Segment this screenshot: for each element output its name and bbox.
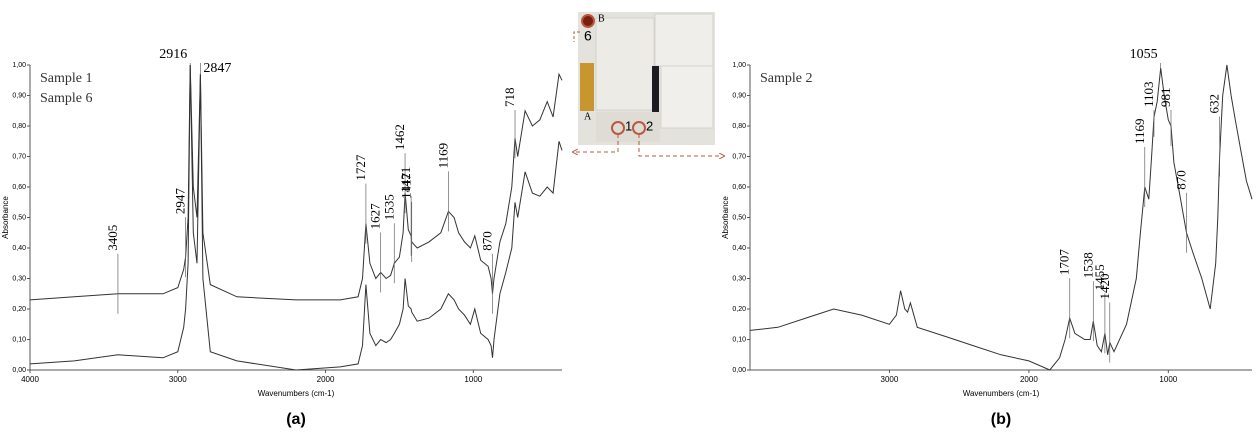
photo-panel	[596, 112, 660, 142]
spectrum-line	[749, 64, 1253, 371]
y-tick-label: 0,50	[732, 214, 746, 221]
y-tick-label: 0,10	[12, 336, 26, 343]
peak-label: 1707	[1057, 249, 1072, 276]
x-tick-label: 1000	[1159, 375, 1177, 384]
photo-black	[652, 66, 659, 113]
peak-label: 718	[502, 88, 517, 108]
y-tick-label: 0,70	[732, 153, 746, 160]
y-tick-label: 0,20	[732, 306, 746, 313]
x-tick-label: 1000	[464, 375, 482, 384]
y-tick-label: 1,00	[12, 62, 26, 69]
peak-label: 1055	[1130, 47, 1158, 62]
x-tick-label: 4000	[21, 375, 39, 384]
y-tick-label: 0,00	[12, 367, 26, 374]
peak-label: 632	[1207, 94, 1222, 114]
legend-entry: Sample 1	[40, 71, 93, 86]
peak-label: 1455	[1092, 264, 1107, 290]
y-tick-label: 0,60	[12, 184, 26, 191]
photo-panel	[595, 17, 655, 111]
peak-label: 1627	[368, 203, 383, 230]
spectrum-line	[29, 64, 563, 371]
y-tick-label: 0,90	[12, 92, 26, 99]
caption: (b)	[991, 411, 1011, 428]
legend-entry: Sample 6	[40, 91, 93, 106]
y-axis-label: Absorbance	[721, 196, 730, 239]
spectrum-line	[29, 64, 563, 301]
peak-label: 3405	[105, 225, 120, 251]
inset-photo: B 6 A 1 2	[574, 12, 722, 156]
x-axis-label: Wavenumbers (cm-1)	[963, 389, 1040, 398]
peak-label: 870	[1173, 170, 1188, 190]
y-tick-label: 0,80	[12, 123, 26, 130]
peak-label: 1535	[381, 194, 396, 220]
peak-label: 1169	[435, 143, 450, 169]
peak-label: 870	[480, 231, 495, 251]
y-axis-label: Absorbance	[1, 196, 10, 239]
peak-label: 1421	[398, 167, 413, 193]
inset-label: A	[584, 111, 592, 122]
y-tick-label: 0,70	[12, 153, 26, 160]
inset-label: B	[598, 13, 605, 24]
arrow	[575, 134, 619, 152]
peak-label: 1727	[353, 154, 368, 181]
peak-label: 1420	[1097, 274, 1112, 300]
peak-label: 2916	[159, 47, 187, 62]
y-tick-label: 0,80	[732, 123, 746, 130]
arrow	[573, 31, 580, 42]
y-tick-label: 0,30	[12, 275, 26, 282]
legend-entry: Sample 2	[760, 71, 813, 86]
peak-label: 1169	[1132, 118, 1147, 144]
peak-label: 1103	[1141, 81, 1156, 107]
peak-label: 1417	[399, 172, 414, 199]
x-tick-label: 3000	[881, 375, 899, 384]
chart-panel: 0,00 0,10 0,20 0,30 0,40 0,50 0,60 0,70 0,80 0,90…	[1, 47, 563, 428]
photo-ochre	[580, 63, 594, 111]
y-tick-label: 0,30	[732, 275, 746, 282]
photo-panel	[660, 65, 714, 129]
y-tick-label: 0,60	[732, 184, 746, 191]
y-tick-label: 0,00	[732, 367, 746, 374]
peak-label: 981	[1158, 88, 1173, 108]
y-tick-label: 0,50	[12, 214, 26, 221]
peak-label: 2947	[173, 188, 188, 215]
y-tick-label: 0,10	[732, 336, 746, 343]
arrow	[638, 134, 722, 156]
x-axis-label: Wavenumbers (cm-1)	[258, 389, 335, 398]
inset-label: 2	[646, 118, 653, 133]
y-tick-label: 0,90	[732, 92, 746, 99]
sample-marker	[581, 14, 595, 28]
y-tick-label: 0,40	[732, 245, 746, 252]
x-tick-label: 2000	[1020, 375, 1038, 384]
y-tick-label: 0,20	[12, 306, 26, 313]
peak-label: 1538	[1080, 252, 1095, 278]
y-tick-label: 1,00	[732, 62, 746, 69]
x-tick-label: 2000	[317, 375, 335, 384]
y-tick-label: 0,40	[12, 245, 26, 252]
caption: (a)	[286, 411, 306, 428]
photo-panel	[654, 13, 714, 67]
x-tick-label: 3000	[169, 375, 187, 384]
chart-panel: 0,00 0,10 0,20 0,30 0,40 0,50 0,60 0,70 0,80 0,90…	[721, 47, 1253, 428]
peak-label: 2847	[203, 61, 231, 76]
inset-label: 1	[625, 118, 632, 133]
inset-label: 6	[584, 28, 592, 44]
peak-label: 1462	[392, 124, 407, 150]
